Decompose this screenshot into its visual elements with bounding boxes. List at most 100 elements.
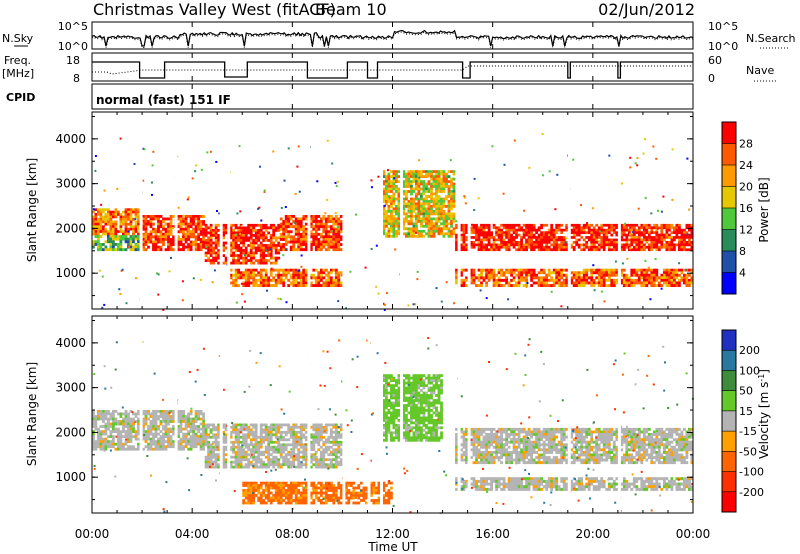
range-cell xyxy=(112,442,115,446)
range-cell xyxy=(332,235,336,239)
range-cell xyxy=(244,231,248,235)
range-cell xyxy=(144,422,148,426)
range-cell xyxy=(678,268,681,272)
range-cell xyxy=(530,236,533,239)
range-cell xyxy=(156,272,158,275)
range-cell xyxy=(272,433,276,437)
range-cell xyxy=(460,273,463,277)
range-cell xyxy=(314,225,318,229)
range-cell xyxy=(455,233,458,237)
range-cell xyxy=(262,251,266,255)
range-cell xyxy=(324,430,328,434)
range-cell xyxy=(447,207,451,211)
range-cell xyxy=(430,192,433,196)
range-cell xyxy=(627,238,631,242)
range-cell xyxy=(673,231,676,234)
range-cell xyxy=(137,243,140,246)
range-cell xyxy=(327,458,331,462)
range-cell xyxy=(287,240,291,244)
range-cell xyxy=(407,177,411,181)
range-cell xyxy=(385,177,388,181)
range-cell xyxy=(259,271,263,275)
range-cell xyxy=(147,432,150,436)
range-cell xyxy=(289,283,292,286)
range-cell xyxy=(492,278,496,282)
range-cell xyxy=(124,415,128,418)
range-cell xyxy=(229,455,233,459)
range-cell xyxy=(525,241,528,244)
range-cell xyxy=(207,425,210,429)
range-cell xyxy=(214,438,218,442)
range-cell xyxy=(195,164,198,167)
range-cell xyxy=(630,233,634,237)
range-cell xyxy=(339,227,343,231)
range-cell xyxy=(510,278,513,282)
range-cell xyxy=(164,238,168,241)
range-cell xyxy=(282,232,286,236)
range-cell xyxy=(430,175,433,178)
range-cell xyxy=(252,241,256,245)
range-cell xyxy=(112,437,115,441)
range-cell xyxy=(595,241,599,244)
range-cell xyxy=(119,243,123,246)
range-cell xyxy=(565,243,569,247)
range-cell xyxy=(239,440,243,444)
range-cell xyxy=(427,210,431,213)
range-cell xyxy=(472,236,476,239)
range-cell xyxy=(317,245,321,249)
range-cell xyxy=(152,425,155,428)
range-cell xyxy=(607,273,611,277)
range-cell xyxy=(137,447,140,451)
range-cell xyxy=(415,229,418,233)
range-cell xyxy=(309,455,313,459)
range-cell xyxy=(182,437,185,441)
range-cell xyxy=(189,417,193,421)
range-cell xyxy=(552,238,556,242)
range-cell xyxy=(129,218,133,221)
range-cell xyxy=(472,268,476,272)
range-cell xyxy=(182,243,185,246)
range-cell xyxy=(284,276,288,280)
range-cell xyxy=(243,254,246,257)
range-cell xyxy=(212,455,215,459)
range-cell xyxy=(690,223,694,227)
range-cell xyxy=(179,440,183,443)
range-cell xyxy=(385,202,388,206)
range-cell xyxy=(103,303,106,306)
range-cell xyxy=(502,278,506,282)
range-cell xyxy=(435,229,438,233)
range-cell xyxy=(560,268,564,272)
range-cell xyxy=(630,226,634,230)
range-cell xyxy=(417,220,421,223)
range-cell xyxy=(242,440,246,444)
range-cell xyxy=(244,443,248,447)
range-cell xyxy=(430,227,433,231)
range-cell xyxy=(247,259,251,262)
range-cell xyxy=(447,175,451,178)
range-cell xyxy=(279,222,283,226)
range-cell xyxy=(217,239,220,242)
range-cell xyxy=(159,220,163,223)
range-cell xyxy=(277,423,281,427)
range-cell xyxy=(189,427,193,431)
range-cell xyxy=(652,284,656,287)
range-cell xyxy=(665,248,669,252)
range-cell xyxy=(430,229,433,233)
range-cell xyxy=(407,175,411,178)
range-cell xyxy=(387,182,391,186)
range-cell xyxy=(432,222,436,226)
range-cell xyxy=(690,226,694,230)
range-cell xyxy=(520,271,523,275)
range-cell xyxy=(527,271,531,275)
range-cell xyxy=(575,243,579,247)
range-cell xyxy=(452,205,456,208)
range-cell xyxy=(259,276,263,280)
range-cell xyxy=(542,276,546,280)
noise-right-label: N.Search xyxy=(746,32,796,45)
range-cell xyxy=(292,284,296,287)
range-cell xyxy=(274,435,278,439)
range-cell xyxy=(134,215,138,219)
range-cell xyxy=(632,281,636,285)
range-cell xyxy=(600,273,604,277)
range-cell xyxy=(92,435,95,438)
